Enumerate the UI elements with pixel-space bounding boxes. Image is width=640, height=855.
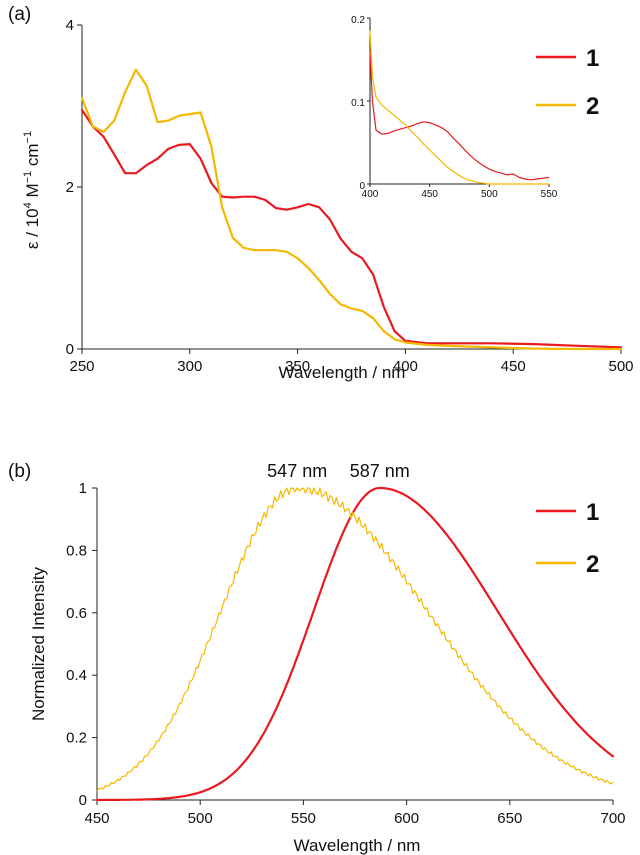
y-tick-label: 0.6 bbox=[66, 605, 87, 622]
panel-label-b: (b) bbox=[8, 461, 31, 482]
x-tick-label: 650 bbox=[497, 810, 522, 827]
y-tick-label: 0 bbox=[66, 341, 74, 358]
x-tick-label: 450 bbox=[501, 358, 526, 375]
series-line-2 bbox=[96, 487, 614, 792]
inset-x-tick-label: 400 bbox=[362, 189, 379, 200]
inset-x-tick-label: 500 bbox=[481, 189, 498, 200]
inset-chart: 400 450 500 550 0 0.1 0.2 bbox=[351, 15, 558, 200]
y-tick-label: 1 bbox=[79, 480, 87, 497]
emission-chart: (b) Normalized Intensity Wavelength / nm… bbox=[8, 461, 626, 855]
x-tick-label: 300 bbox=[177, 358, 202, 375]
legend-label-2: 2 bbox=[586, 93, 599, 120]
series-line-1 bbox=[80, 108, 623, 349]
y-axis-title: ε / 104 M−1 cm−1 bbox=[22, 131, 42, 249]
x-tick-label: 250 bbox=[69, 358, 94, 375]
series-line-2 bbox=[80, 68, 623, 351]
x-axis-title: Wavelength / nm bbox=[279, 363, 406, 382]
peak-annotation: 587 nm bbox=[350, 461, 410, 481]
y-axis-title: Normalized Intensity bbox=[29, 567, 48, 722]
x-tick-label: 550 bbox=[291, 810, 316, 827]
inset-y-tick-label: 0.2 bbox=[351, 15, 365, 26]
y-tick-label: 0.4 bbox=[66, 667, 87, 684]
legend: 12 bbox=[536, 499, 599, 578]
inset-y-tick-label: 0 bbox=[359, 181, 365, 192]
y-tick-label: 2 bbox=[66, 179, 74, 196]
y-tick-label: 0.8 bbox=[66, 542, 87, 559]
x-tick-label: 600 bbox=[394, 810, 419, 827]
inset-y-tick-label: 0.1 bbox=[351, 98, 365, 109]
x-axis-title: Wavelength / nm bbox=[294, 836, 421, 855]
legend-label-2: 2 bbox=[586, 551, 599, 578]
legend: 12 bbox=[536, 45, 599, 120]
y-tick-label: 0 bbox=[79, 792, 87, 809]
x-tick-label: 500 bbox=[608, 358, 633, 375]
absorption-chart: (a) ε / 104 M−1 cm−1 Wavelength / nm 250… bbox=[8, 4, 634, 382]
inset-series-line-1 bbox=[369, 51, 550, 181]
x-tick-label: 500 bbox=[188, 810, 213, 827]
y-tick-label: 4 bbox=[66, 17, 74, 34]
inset-series-line-2 bbox=[369, 30, 549, 185]
x-tick-label: 700 bbox=[600, 810, 625, 827]
y-tick-label: 0.2 bbox=[66, 730, 87, 747]
legend-label-1: 1 bbox=[586, 499, 599, 526]
legend-label-1: 1 bbox=[586, 45, 599, 72]
x-tick-label: 350 bbox=[285, 358, 310, 375]
peak-annotation: 547 nm bbox=[267, 461, 327, 481]
series-line-1 bbox=[95, 486, 615, 802]
inset-x-tick-label: 550 bbox=[541, 189, 558, 200]
x-tick-label: 450 bbox=[84, 810, 109, 827]
x-tick-label: 400 bbox=[393, 358, 418, 375]
inset-x-tick-label: 450 bbox=[421, 189, 438, 200]
panel-label-a: (a) bbox=[8, 4, 31, 25]
